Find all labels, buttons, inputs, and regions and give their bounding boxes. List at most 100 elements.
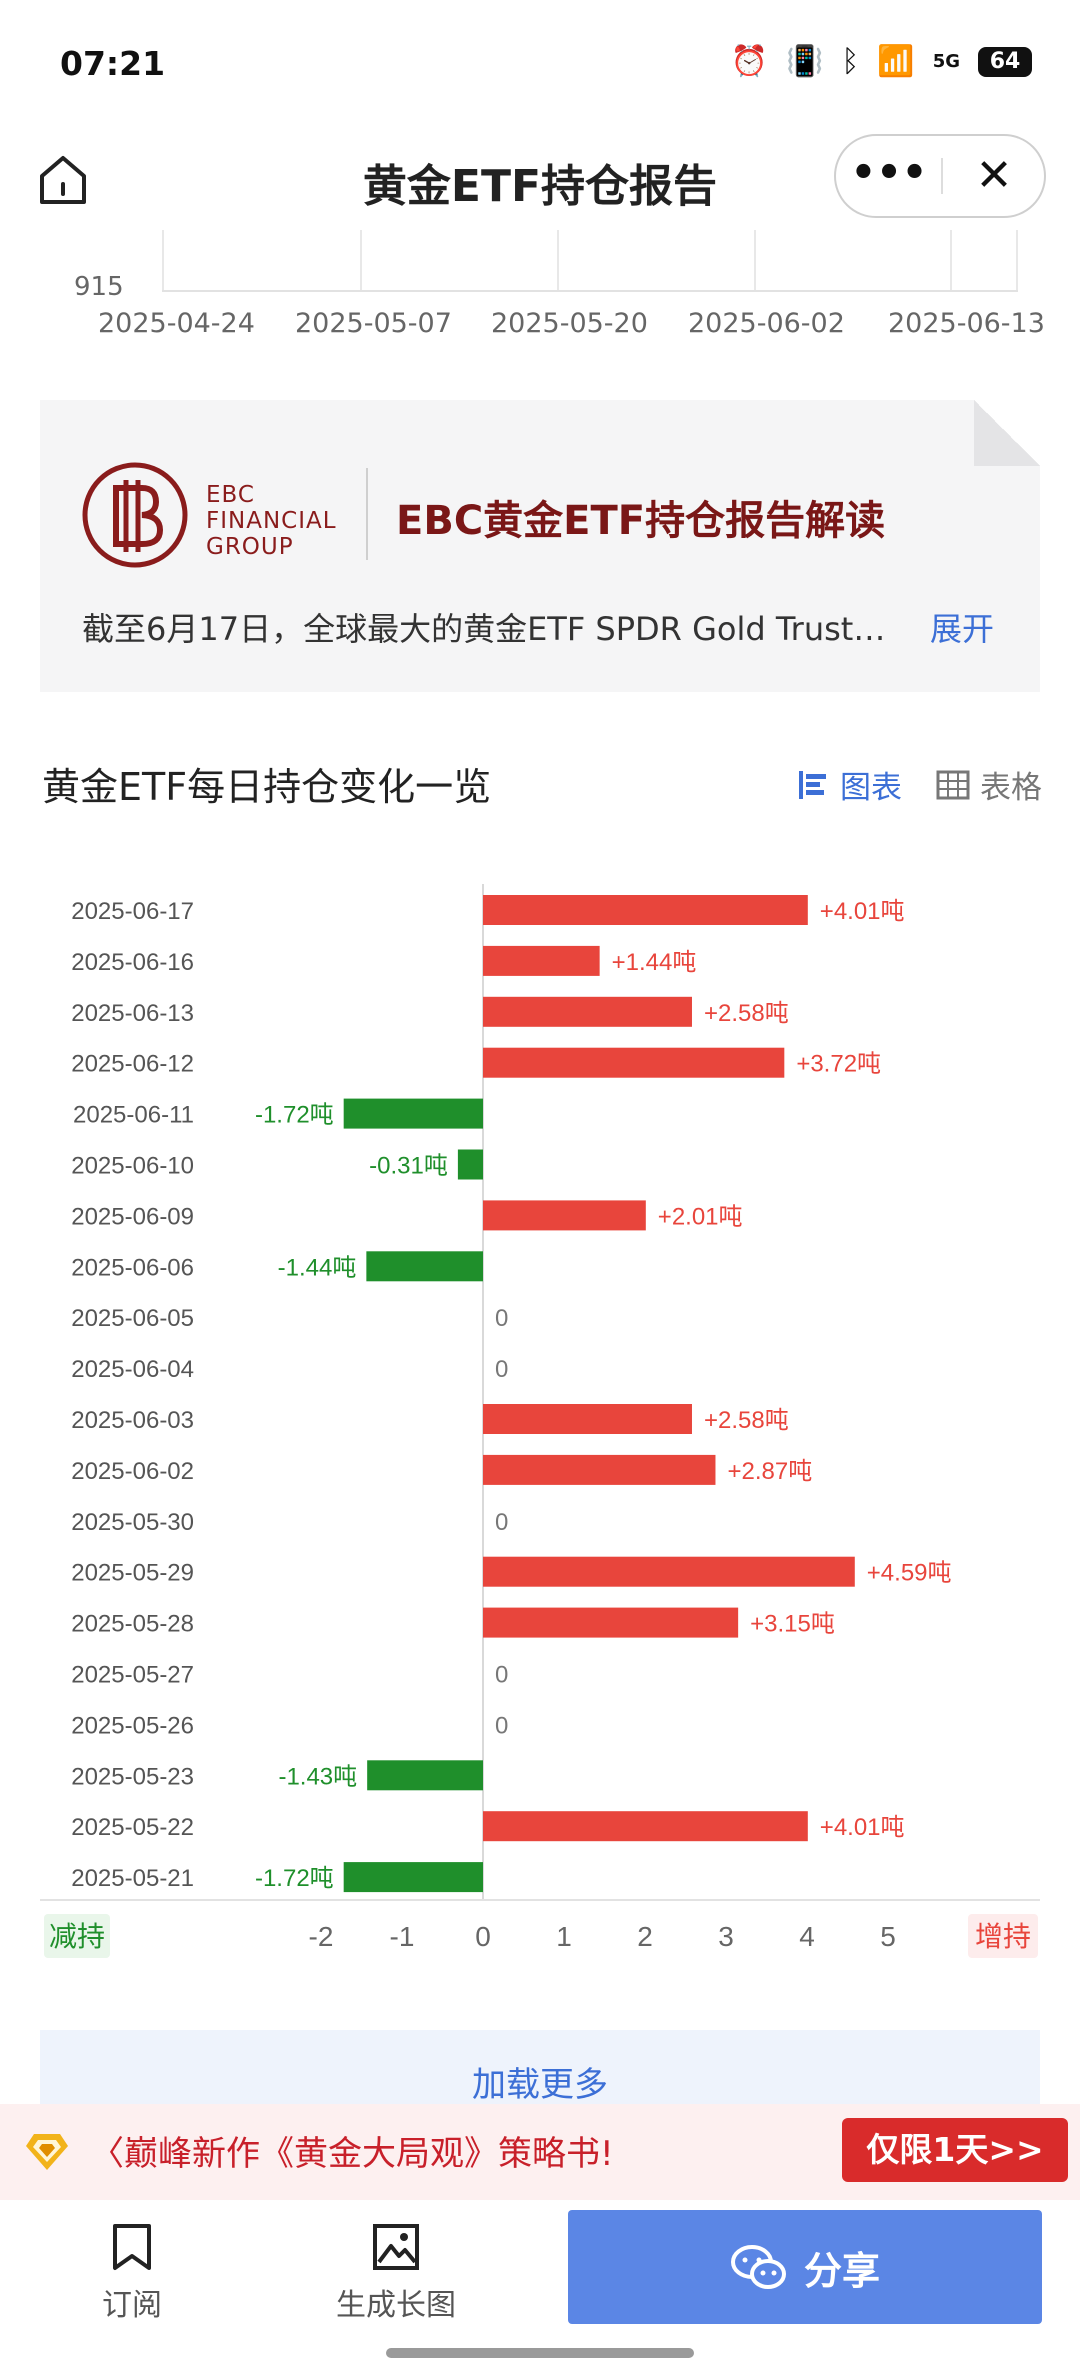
category-label: 2025-05-23 <box>71 1763 194 1790</box>
data-label: +2.58吨 <box>704 1407 789 1434</box>
decrease-legend-bg <box>44 1914 110 1958</box>
battery-icon: 64 <box>978 47 1032 77</box>
y-tick-label: 915 <box>74 272 124 302</box>
data-label: +3.15吨 <box>750 1611 835 1638</box>
bar <box>483 1556 855 1587</box>
category-label: 2025-05-21 <box>71 1865 194 1892</box>
grid-line <box>950 230 952 290</box>
category-label: 2025-05-27 <box>71 1662 194 1689</box>
alarm-icon: ⏰ <box>730 44 768 79</box>
increase-legend-bg <box>968 1914 1038 1958</box>
bar <box>483 945 600 976</box>
more-button[interactable]: ••• <box>850 150 928 196</box>
data-label: 0 <box>495 1305 508 1332</box>
bar <box>483 996 692 1027</box>
decrease-legend: 减持 <box>49 1921 105 1952</box>
bluetooth-icon: ᛒ <box>841 44 860 79</box>
home-indicator <box>386 2348 694 2358</box>
data-label: -1.43吨 <box>278 1763 357 1790</box>
data-label: -1.44吨 <box>278 1254 357 1281</box>
data-label: +2.01吨 <box>658 1203 743 1230</box>
page-title: 黄金ETF持仓报告 <box>362 161 718 212</box>
mini-program-capsule: ••• ✕ <box>834 134 1046 218</box>
category-label: 2025-05-26 <box>71 1712 194 1739</box>
category-label: 2025-06-13 <box>71 1000 194 1027</box>
signal-label: 5G <box>932 51 960 72</box>
close-button[interactable]: ✕ <box>975 150 1013 201</box>
data-label: +4.01吨 <box>820 898 905 925</box>
x-axis <box>162 290 1018 292</box>
capsule-divider <box>941 158 943 194</box>
share-button[interactable]: 分享 <box>568 2210 1042 2324</box>
ebc-analysis-card[interactable]: EBC FINANCIAL GROUP EBC黄金ETF持仓报告解读 截至6月1… <box>40 400 1040 692</box>
category-label: 2025-06-03 <box>71 1407 194 1434</box>
subscribe-label: 订阅 <box>102 2288 162 2323</box>
x-tick-label: 4 <box>799 1921 815 1952</box>
x-tick-label: 2 <box>637 1921 653 1952</box>
bar <box>343 1098 483 1129</box>
promo-cta-button[interactable]: 仅限1天>> <box>842 2118 1068 2182</box>
bar <box>483 895 808 925</box>
x-tick-label: 2025-06-02 <box>688 308 845 339</box>
home-button[interactable] <box>34 150 92 208</box>
data-label: 0 <box>495 1509 508 1536</box>
promo-banner[interactable]: 〈巅峰新作《黄金大局观》策略书! 仅限1天>> <box>0 2104 1080 2200</box>
long-image-label: 生成长图 <box>336 2288 456 2323</box>
bar <box>367 1760 483 1791</box>
view-chart-toggle[interactable]: 图表 <box>796 762 902 807</box>
section-title: 黄金ETF每日持仓变化一览 <box>42 765 492 809</box>
bar <box>483 1454 716 1485</box>
category-label: 2025-05-30 <box>71 1509 194 1536</box>
x-tick-label: 2025-06-13 <box>888 308 1045 339</box>
category-label: 2025-06-06 <box>71 1254 194 1281</box>
category-label: 2025-06-16 <box>71 949 194 976</box>
holdings-line-chart: 915 2025-04-24 2025-05-07 2025-05-20 202… <box>0 230 1080 350</box>
category-label: 2025-05-28 <box>71 1611 194 1638</box>
bar <box>483 1607 739 1638</box>
x-tick-label: 5 <box>880 1921 896 1952</box>
data-label: +4.01吨 <box>820 1814 905 1841</box>
bar <box>483 1404 692 1434</box>
home-icon <box>40 156 86 204</box>
vibrate-icon: 📳 <box>785 44 824 79</box>
status-icons: ⏰ 📳 ᛒ 📶 5G 64 <box>731 42 1032 82</box>
ebc-logo-icon <box>82 462 188 568</box>
category-label: 2025-06-05 <box>71 1305 194 1332</box>
category-label: 2025-05-22 <box>71 1814 194 1841</box>
category-label: 2025-06-04 <box>71 1356 194 1383</box>
status-bar: 07:21 ⏰ 📳 ᛒ 📶 5G 64 <box>0 0 1080 130</box>
x-tick-label: 0 <box>475 1921 491 1952</box>
category-label: 2025-06-11 <box>73 1102 194 1129</box>
x-tick-label: 1 <box>556 1921 572 1952</box>
generate-long-image-button[interactable]: 生成长图 <box>316 2222 476 2324</box>
grid-line <box>1016 230 1018 290</box>
subscribe-button[interactable]: 订阅 <box>52 2222 212 2324</box>
data-label: 0 <box>495 1662 508 1689</box>
view-table-toggle[interactable]: 表格 <box>936 762 1042 807</box>
data-label: +2.58吨 <box>704 1000 789 1027</box>
bar <box>457 1149 483 1180</box>
expand-link[interactable]: 展开 <box>930 610 995 648</box>
x-tick-label: 2025-05-07 <box>295 308 452 339</box>
data-label: -1.72吨 <box>255 1102 334 1129</box>
bar <box>483 1200 646 1231</box>
bar <box>483 1047 785 1078</box>
grid-line <box>754 230 756 290</box>
ebc-card-heading: EBC黄金ETF持仓报告解读 <box>396 498 886 544</box>
status-time: 07:21 <box>60 44 166 83</box>
data-label: +3.72吨 <box>796 1051 881 1078</box>
data-label: -1.72吨 <box>255 1865 334 1892</box>
category-label: 2025-06-02 <box>71 1458 194 1485</box>
category-label: 2025-05-29 <box>71 1560 194 1587</box>
increase-legend: 增持 <box>975 1921 1031 1952</box>
grid-line <box>162 230 164 290</box>
card-fold-corner <box>974 400 1040 466</box>
header: 黄金ETF持仓报告 ••• ✕ <box>0 130 1080 230</box>
wifi-icon: 📶 <box>877 44 915 79</box>
x-tick-label: 3 <box>718 1921 734 1952</box>
promo-text: 〈巅峰新作《黄金大局观》策略书! <box>90 2134 614 2174</box>
x-tick-label: 2025-05-20 <box>491 308 648 339</box>
view-chart-label: 图表 <box>840 770 902 806</box>
bottom-action-bar: 订阅 生成长图 分享 <box>0 2200 1080 2376</box>
category-label: 2025-06-10 <box>71 1153 194 1180</box>
